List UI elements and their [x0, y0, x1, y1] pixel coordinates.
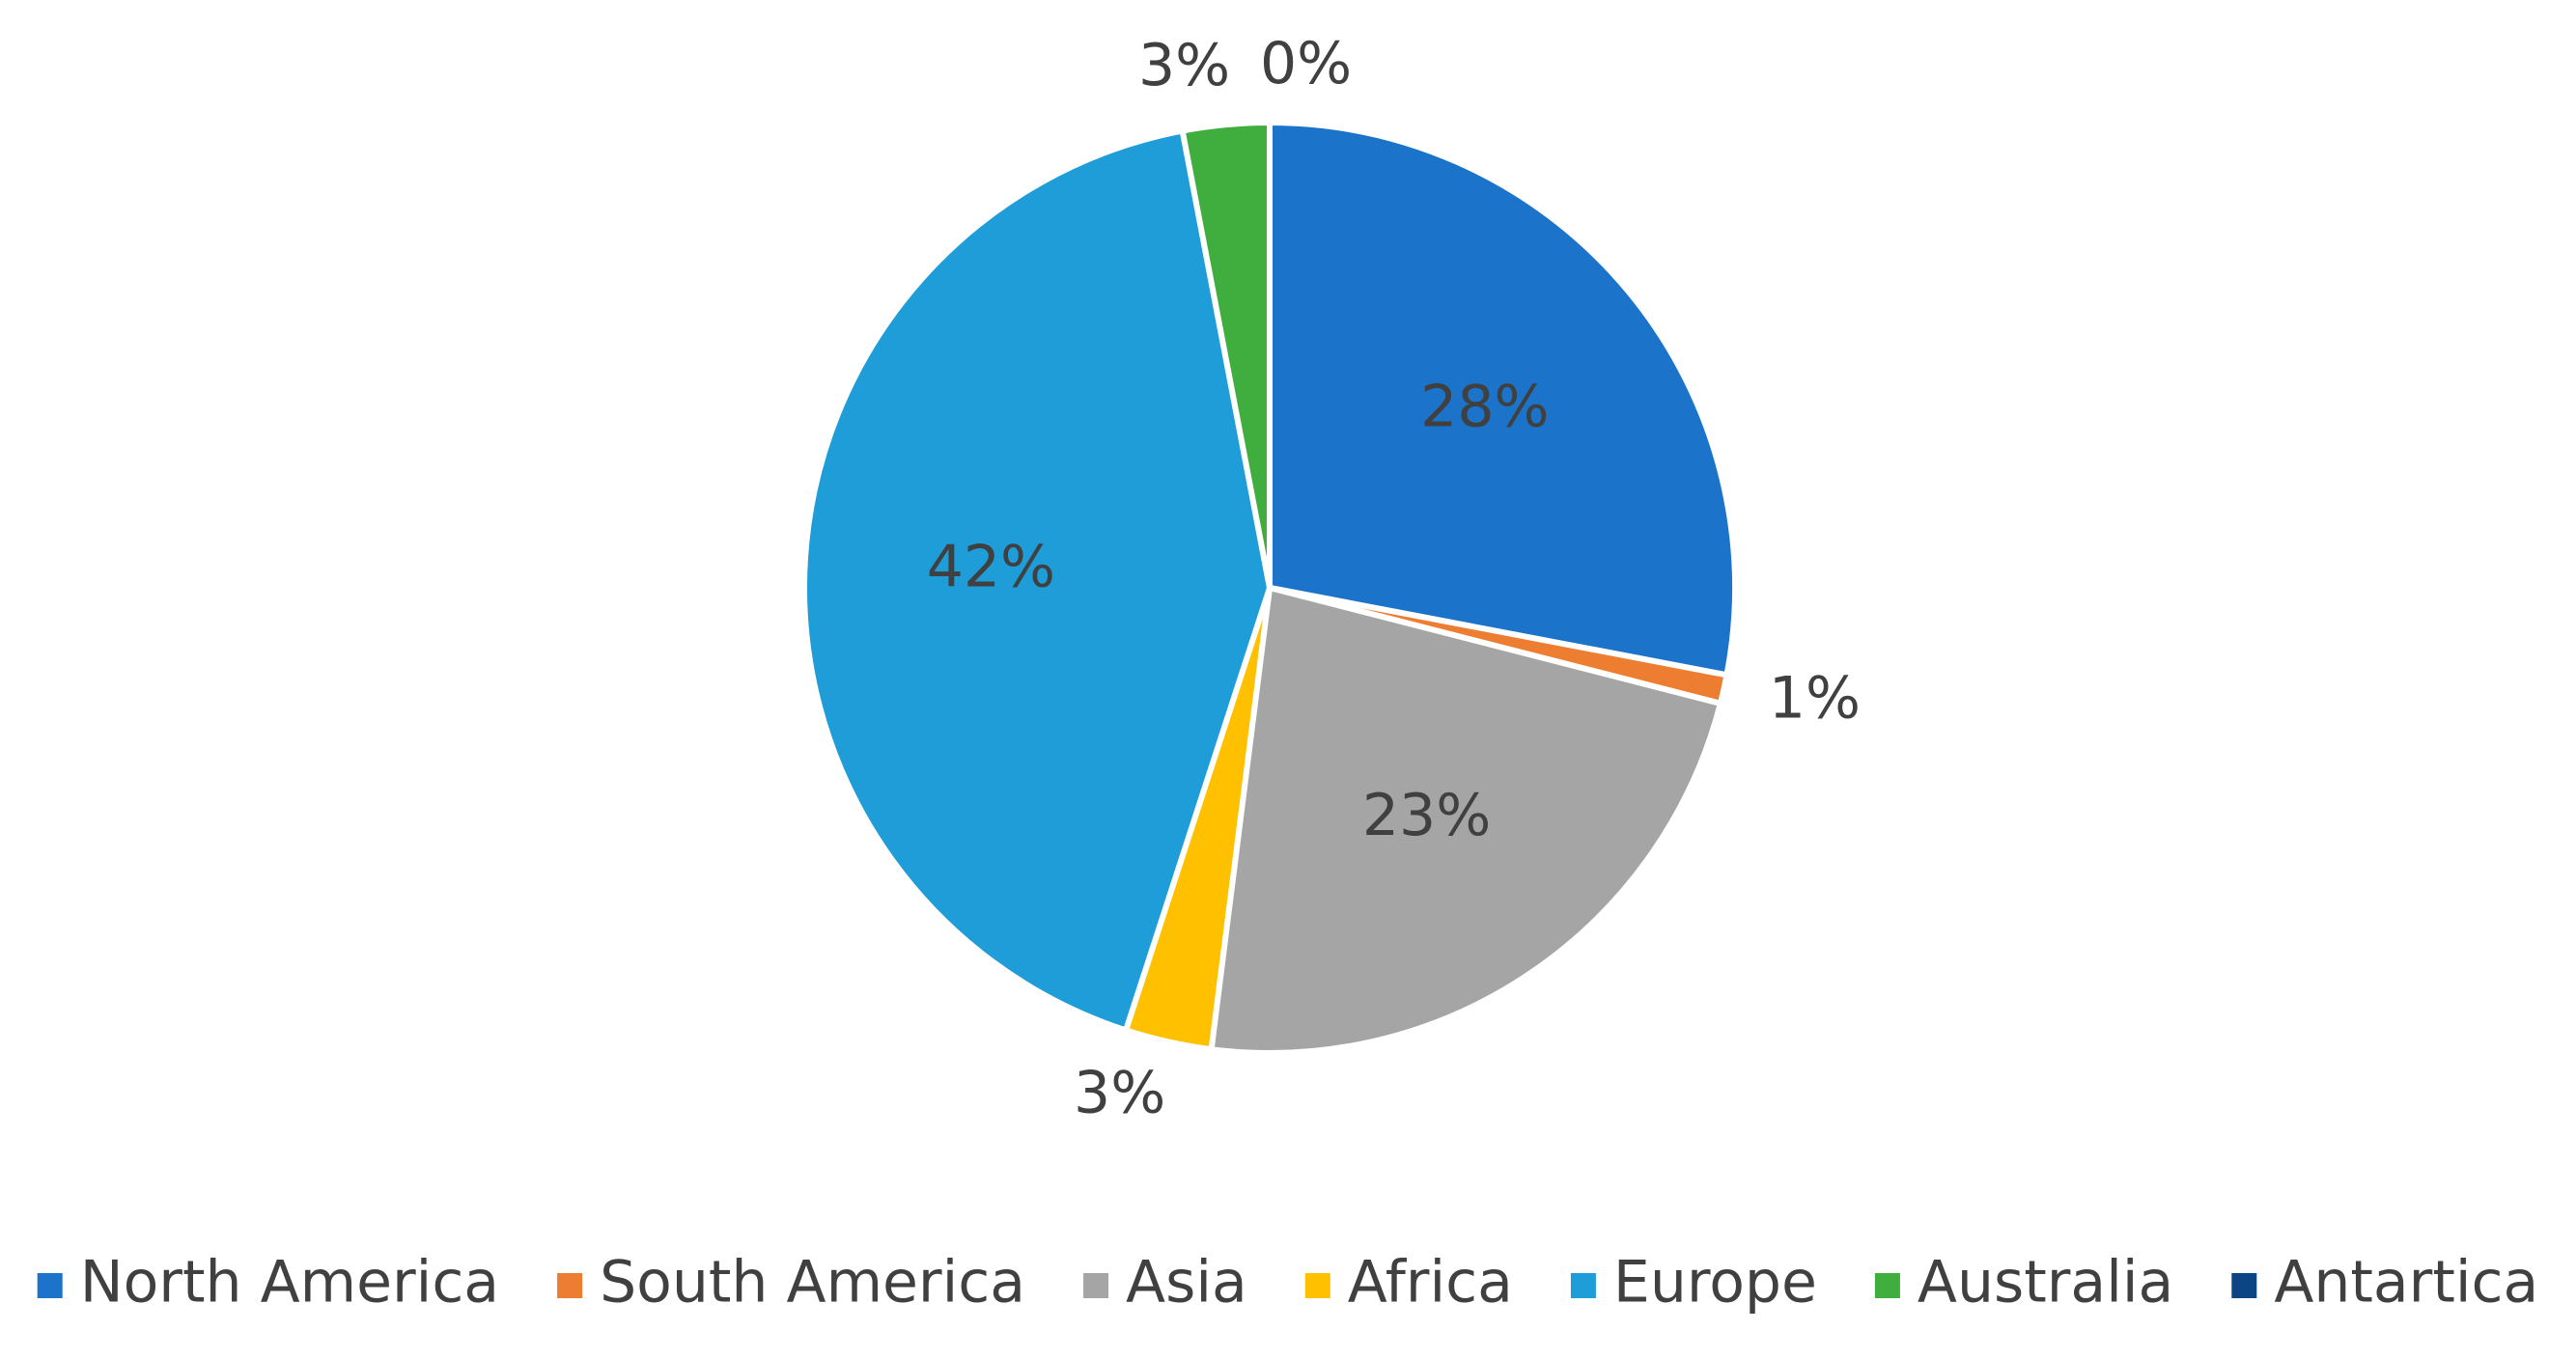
data-label: 42% — [927, 533, 1055, 600]
data-label: 3% — [1074, 1059, 1165, 1126]
data-label: 28% — [1420, 373, 1549, 440]
legend-swatch — [557, 1273, 583, 1298]
legend-label: North America — [80, 1249, 499, 1317]
legend-label: Antartica — [2274, 1249, 2538, 1317]
pie-slice — [1267, 120, 1738, 679]
legend-swatch — [1874, 1273, 1900, 1298]
data-label: 23% — [1362, 782, 1491, 849]
legend-label: Africa — [1348, 1249, 1513, 1317]
legend-label: South America — [600, 1249, 1025, 1317]
data-label: 3% — [1138, 32, 1230, 99]
legend-label: Europe — [1613, 1249, 1817, 1317]
pie-slice — [801, 127, 1273, 1034]
legend-label: Asia — [1126, 1249, 1247, 1317]
data-label: 0% — [1260, 30, 1352, 97]
data-label: 1% — [1769, 664, 1861, 732]
pie-slice — [1208, 585, 1723, 1056]
legend-swatch — [2231, 1273, 2257, 1298]
legend: North America South America Asia Africa Euro… — [37, 1249, 2538, 1317]
legend-swatch — [1083, 1273, 1109, 1298]
legend-swatch — [37, 1273, 63, 1298]
legend-label: Australia — [1918, 1249, 2173, 1317]
legend-swatch — [1570, 1273, 1596, 1298]
legend-swatch — [1304, 1273, 1330, 1298]
